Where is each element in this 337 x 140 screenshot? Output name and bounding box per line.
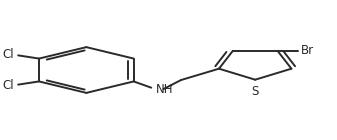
Text: S: S	[251, 85, 259, 98]
Text: NH: NH	[156, 83, 174, 96]
Text: Cl: Cl	[3, 48, 14, 61]
Text: Br: Br	[301, 44, 314, 57]
Text: Cl: Cl	[3, 79, 14, 92]
